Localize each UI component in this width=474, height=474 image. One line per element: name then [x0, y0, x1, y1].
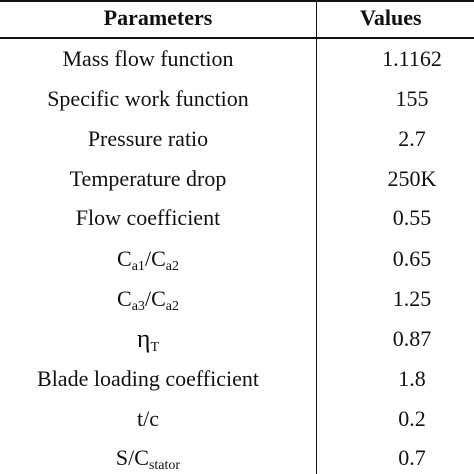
- row-2-value: 155: [395, 86, 429, 111]
- row-2-parameter: Specific work function: [47, 86, 249, 111]
- row-4-parameter: Temperature drop: [69, 166, 227, 191]
- row-1-parameter: Mass flow function: [62, 46, 234, 71]
- row-6-slash: /: [144, 246, 152, 271]
- row-7-main-1: C: [117, 286, 132, 311]
- row-11-value: 0.7: [398, 445, 426, 470]
- row-7-sub-1: a3: [131, 299, 145, 314]
- row-8-parameter: ηT: [0, 324, 316, 355]
- row-8-main-1: η: [136, 324, 151, 353]
- table-top-rule: [0, 0, 474, 2]
- row-4-value: 250K: [387, 166, 437, 191]
- row-6-sub-2: a2: [165, 259, 179, 274]
- row-6-parameter: Ca1/Ca2: [0, 246, 316, 274]
- row-8-value: 0.87: [392, 326, 432, 351]
- row-3-parameter: Pressure ratio: [87, 126, 209, 151]
- row-6-main-1: C: [117, 246, 132, 271]
- row-6-sub-1: a1: [131, 259, 145, 274]
- row-5-parameter: Flow coefficient: [75, 205, 221, 230]
- row-1-value: 1.1162: [382, 46, 442, 71]
- row-8-sub-1: T: [150, 340, 160, 355]
- row-3-value: 2.7: [398, 126, 426, 151]
- header-values: Values: [360, 5, 422, 30]
- row-11-main-1: S/C: [115, 445, 149, 470]
- header-parameters: Parameters: [103, 5, 213, 30]
- row-6-main-2: C: [151, 246, 166, 271]
- row-6-value: 0.65: [392, 246, 432, 271]
- row-11-parameter: S/Cstator: [0, 445, 316, 473]
- column-divider: [316, 0, 317, 474]
- row-11-sub-1: stator: [148, 458, 181, 473]
- row-9-value: 1.8: [398, 366, 426, 391]
- row-7-main-2: C: [151, 286, 166, 311]
- table-header-rule: [0, 37, 474, 39]
- row-7-value: 1.25: [392, 286, 432, 311]
- row-7-slash: /: [144, 286, 152, 311]
- row-10-value: 0.2: [398, 406, 426, 431]
- row-5-value: 0.55: [392, 205, 432, 230]
- row-7-parameter: Ca3/Ca2: [0, 286, 316, 314]
- row-9-parameter: Blade loading coefficient: [37, 366, 259, 391]
- row-10-parameter: t/c: [137, 406, 159, 431]
- row-7-sub-2: a2: [165, 299, 179, 314]
